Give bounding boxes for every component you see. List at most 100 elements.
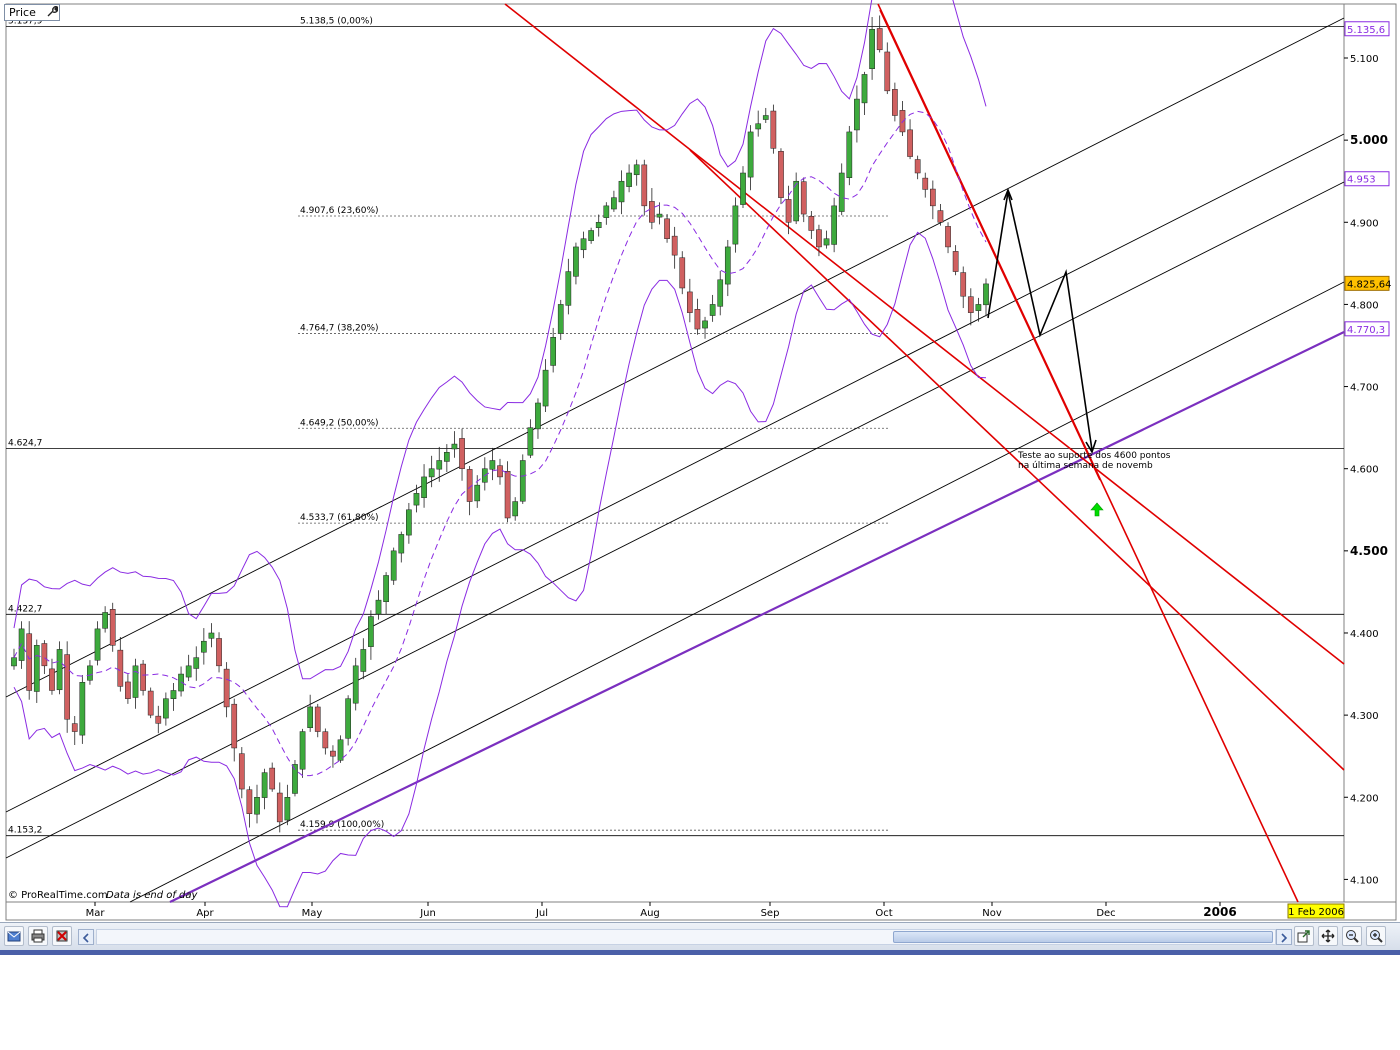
down-candle [929,188,936,207]
up-candle [87,665,93,681]
up-candle [633,164,640,176]
up-candle [550,337,557,366]
down-candle [497,465,503,478]
up-candle [33,645,40,692]
up-candle [307,706,314,728]
up-candle [102,612,108,629]
print-icon[interactable] [28,926,48,946]
down-candle [664,218,670,239]
up-candle [489,460,496,470]
up-candle [163,698,169,719]
up-candle [854,98,860,131]
price-badge-label: 4.770,3 [1347,325,1385,336]
up-candle [983,283,989,306]
fan-line [689,149,1345,771]
time-axis [5,901,1397,921]
up-candle [406,509,412,536]
up-candle [398,534,405,554]
up-candle [542,369,549,407]
up-candle [565,271,572,306]
down-candle [64,654,71,720]
up-candle [360,649,367,672]
mail-icon[interactable] [4,926,24,946]
up-candle [443,452,450,462]
down-candle [216,638,222,667]
price-badge [1344,275,1390,291]
remove-icon[interactable] [52,926,72,946]
up-candle [861,74,868,104]
y-tick-label: 5.000 [1350,133,1388,147]
up-candle [413,493,420,506]
down-candle [816,229,822,248]
y-tick-label: 4.600 [1350,465,1379,476]
annotation-text: Teste ao suporte dos 4600 pontos [1017,451,1171,461]
down-candle [671,235,678,256]
y-tick-label: 4.800 [1350,300,1379,311]
up-candle [56,649,63,691]
down-candle [892,89,898,116]
zoom-in-icon[interactable] [1366,926,1386,946]
price-tab[interactable]: Price [4,4,60,21]
up-candle [580,238,587,251]
horizontal-level-label: 4.624,7 [8,438,42,448]
y-tick-label: 4.900 [1350,218,1379,229]
up-candle [284,797,291,821]
up-candle [831,205,837,245]
scrollbar-thumb[interactable] [893,931,1273,943]
up-candle [451,443,458,450]
scroll-right-icon[interactable] [1276,929,1292,945]
up-candle [702,320,708,329]
chart-window: Mar Apr May Jun Jul Aug Sep Oct Nov Dec 2006 1 Feb … [0,0,1400,955]
up-candle [846,131,853,178]
zoom-out-icon[interactable] [1342,926,1362,946]
credit-label: © ProRealTime.com [8,890,108,901]
up-candle [557,304,564,334]
move-icon[interactable] [1318,926,1338,946]
x-tick-label: Apr [196,908,214,919]
scroll-left-icon[interactable] [78,929,94,945]
up-candle [762,115,769,120]
down-candle [967,296,974,313]
down-candle [246,789,253,814]
up-candle [390,550,397,581]
fibonacci-label: 4.764,7 (38,20%) [300,323,379,333]
export-icon[interactable] [1294,926,1314,946]
x-tick-label: 2006 [1203,905,1236,919]
x-tick-label: Nov [982,908,1002,919]
x-tick-label: May [302,908,323,919]
up-candle [519,460,526,502]
bollinger-middle [13,110,987,777]
up-candle [823,238,830,246]
x-tick-label: Jul [535,908,548,919]
up-candle [292,764,298,794]
date-badge [1287,903,1345,919]
price-badge-label: 4.825,64 [1347,279,1392,290]
down-candle [679,257,686,289]
fibonacci-label: 4.907,6 (23,60%) [300,206,379,216]
y-tick-label: 4.500 [1350,544,1388,558]
up-candle [375,599,382,615]
up-candle [178,673,184,692]
wrench-icon[interactable] [46,6,58,18]
up-candle [474,484,481,502]
up-candle [352,665,359,704]
y-tick-label: 5.100 [1350,54,1379,65]
down-candle [314,706,321,732]
up-candle [793,180,800,222]
down-candle [800,181,807,215]
price-chart[interactable]: Mar Apr May Jun Jul Aug Sep Oct Nov Dec 2006 1 Feb … [0,0,1400,922]
up-candle [132,665,139,698]
down-candle [937,210,944,223]
data-note-label: Data is end of day [106,890,199,901]
up-candle [345,698,351,739]
y-tick-label: 4.400 [1350,629,1379,640]
down-candle [140,663,146,691]
down-candle [778,151,784,198]
window-bottom-border [0,950,1400,955]
horizontal-level-label: 4.422,7 [8,604,42,614]
up-candle [368,616,374,647]
up-candle [208,632,215,639]
horizontal-scrollbar[interactable] [96,929,1276,945]
horizontal-level-label: 4.153,2 [8,826,42,836]
up-candle [595,222,602,228]
